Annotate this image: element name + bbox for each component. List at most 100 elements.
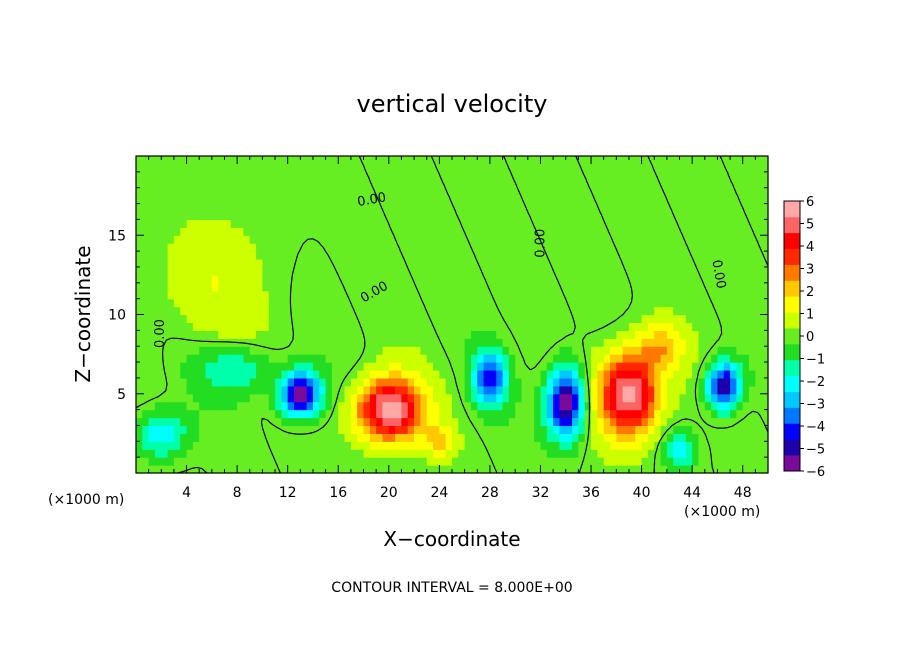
field-cell bbox=[256, 409, 263, 419]
field-cell bbox=[331, 330, 339, 339]
field-cell bbox=[420, 441, 428, 450]
field-cell bbox=[496, 235, 504, 244]
field-cell bbox=[401, 163, 409, 173]
field-cell bbox=[546, 433, 554, 442]
field-cell bbox=[180, 187, 188, 197]
field-cell bbox=[591, 219, 598, 228]
field-cell bbox=[578, 274, 586, 284]
field-cell bbox=[565, 457, 573, 466]
field-cell bbox=[654, 338, 662, 347]
field-cell bbox=[382, 433, 390, 442]
field-cell bbox=[464, 298, 472, 308]
field-cell bbox=[142, 259, 150, 268]
field-cell bbox=[281, 449, 289, 458]
field-cell bbox=[660, 314, 668, 324]
field-cell bbox=[521, 243, 529, 252]
field-cell bbox=[331, 290, 339, 300]
field-cell bbox=[287, 171, 295, 181]
field-cell bbox=[350, 441, 358, 450]
field-cell bbox=[565, 346, 573, 355]
field-cell bbox=[357, 362, 365, 371]
field-cell bbox=[230, 362, 238, 371]
field-cell bbox=[199, 203, 207, 213]
field-cell bbox=[224, 433, 232, 442]
field-cell bbox=[723, 401, 731, 411]
field-cell bbox=[199, 409, 207, 419]
field-cell bbox=[508, 282, 516, 292]
field-cell bbox=[742, 354, 750, 363]
field-cell bbox=[616, 290, 624, 300]
field-cell bbox=[464, 330, 472, 339]
field-cell bbox=[388, 306, 396, 316]
field-cell bbox=[369, 409, 377, 419]
field-cell bbox=[540, 409, 548, 419]
field-cell bbox=[199, 449, 207, 458]
field-cell bbox=[363, 457, 371, 466]
field-cell bbox=[698, 346, 706, 355]
x-unit-left: (×1000 m) bbox=[48, 492, 124, 508]
field-cell bbox=[369, 211, 377, 221]
field-cell bbox=[698, 393, 706, 403]
field-cell bbox=[180, 314, 188, 324]
field-cell bbox=[622, 251, 630, 260]
field-cell bbox=[294, 187, 301, 197]
field-cell bbox=[211, 465, 219, 474]
field-cell bbox=[521, 449, 529, 458]
field-cell bbox=[211, 243, 219, 252]
x-tick-label: 24 bbox=[430, 485, 448, 501]
field-cell bbox=[205, 354, 213, 363]
field-cell bbox=[433, 259, 440, 268]
field-cell bbox=[420, 425, 428, 434]
field-cell bbox=[369, 187, 377, 197]
field-cell bbox=[211, 354, 219, 363]
field-cell bbox=[275, 219, 282, 228]
field-cell bbox=[142, 163, 150, 173]
field-cell bbox=[470, 385, 478, 395]
field-cell bbox=[654, 203, 662, 213]
field-cell bbox=[414, 235, 421, 244]
field-cell bbox=[224, 354, 232, 363]
field-cell bbox=[546, 417, 554, 427]
field-cell bbox=[502, 385, 510, 395]
field-cell bbox=[521, 251, 529, 260]
field-cell bbox=[527, 417, 535, 427]
field-cell bbox=[597, 195, 605, 205]
field-cell bbox=[243, 211, 251, 221]
field-cell bbox=[382, 417, 390, 427]
field-cell bbox=[300, 330, 308, 339]
field-cell bbox=[142, 211, 150, 221]
field-cell bbox=[584, 251, 592, 260]
field-cell bbox=[407, 282, 415, 292]
field-cell bbox=[306, 465, 314, 474]
field-cell bbox=[647, 235, 655, 244]
field-cell bbox=[685, 417, 693, 427]
field-cell bbox=[180, 266, 188, 276]
field-cell bbox=[382, 401, 390, 411]
field-cell bbox=[616, 417, 624, 427]
field-cell bbox=[167, 441, 175, 450]
field-cell bbox=[243, 266, 251, 276]
colorbar-swatch bbox=[784, 439, 800, 456]
field-cell bbox=[717, 219, 725, 228]
field-cell bbox=[470, 306, 478, 316]
field-cell bbox=[230, 385, 238, 395]
field-cell bbox=[458, 393, 466, 403]
field-cell bbox=[584, 441, 592, 450]
field-cell bbox=[704, 179, 712, 189]
field-cell bbox=[496, 290, 504, 300]
field-cell bbox=[331, 163, 339, 173]
field-cell bbox=[433, 156, 440, 165]
field-cell bbox=[363, 251, 371, 260]
field-cell bbox=[173, 203, 181, 213]
field-cell bbox=[685, 211, 693, 221]
field-cell bbox=[268, 425, 276, 434]
field-cell bbox=[736, 385, 744, 395]
field-cell bbox=[647, 274, 655, 284]
field-cell bbox=[148, 377, 156, 387]
field-cell bbox=[584, 465, 592, 474]
field-cell bbox=[148, 385, 156, 395]
field-cell bbox=[483, 338, 491, 347]
field-cell bbox=[344, 441, 352, 450]
field-cell bbox=[628, 369, 636, 379]
field-cell bbox=[414, 441, 421, 450]
